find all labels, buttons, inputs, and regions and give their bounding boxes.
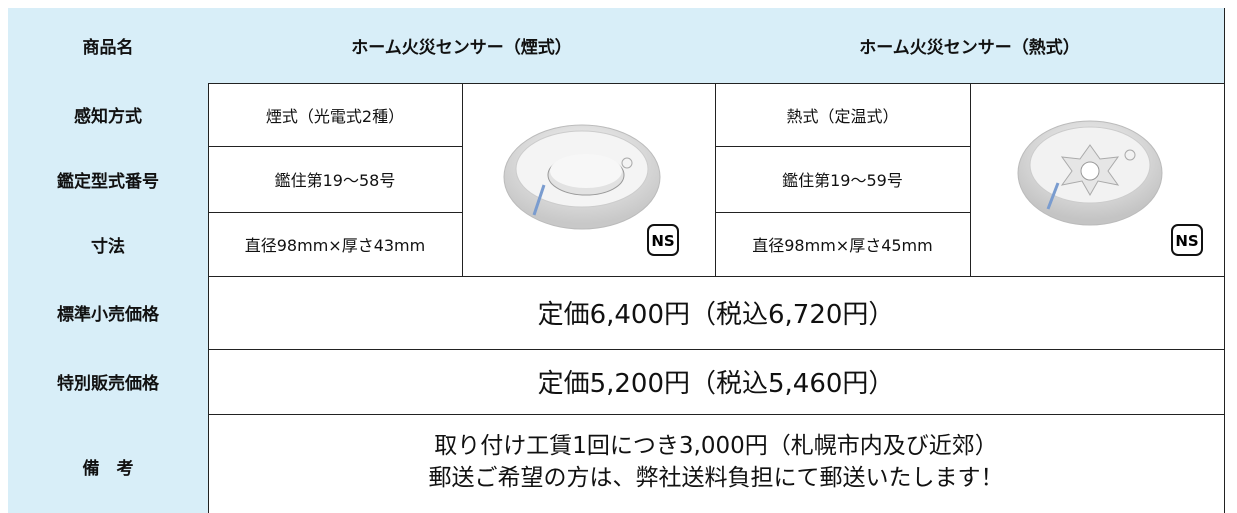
row-label: 寸法: [8, 212, 209, 277]
ns-badge: NS: [1171, 223, 1203, 256]
row-label: 感知方式: [8, 83, 209, 147]
spec-cell: 鑑住第19～59号: [715, 146, 971, 213]
spec-cell: 煙式（光電式2種）: [208, 83, 463, 147]
product-image-cell: NS: [462, 83, 716, 277]
header-cell: ホーム火災センサー（煙式）: [208, 8, 716, 84]
header-cell: ホーム火災センサー（熱式）: [715, 8, 1225, 84]
header-cell: 商品名: [8, 8, 209, 84]
row-label: 標準小売価格: [8, 276, 209, 350]
spec-cell: 熱式（定温式）: [715, 83, 971, 147]
spec-cell: 直径98mm×厚さ45mm: [715, 212, 971, 277]
price-cell: 定価6,400円（税込6,720円）: [208, 276, 1225, 350]
spec-cell: 鑑住第19～58号: [208, 146, 463, 213]
badge-text: NS: [651, 232, 674, 250]
remarks-cell: 取り付け工賃1回につき3,000円（札幌市内及び近郊） 郵送ご希望の方は、弊社送…: [208, 414, 1225, 513]
price-cell: 定価5,200円（税込5,460円）: [208, 349, 1225, 415]
badge-text: NS: [1175, 232, 1198, 250]
product-image-cell: NS: [970, 83, 1225, 277]
ns-badge: NS: [646, 223, 679, 256]
row-label: 備 考: [8, 414, 209, 513]
remarks-line: 郵送ご希望の方は、弊社送料負担にて郵送いたします！: [428, 465, 1004, 491]
spec-cell: 直径98mm×厚さ43mm: [208, 212, 463, 277]
smoke-sensor-image: NS: [503, 124, 679, 256]
row-label: 鑑定型式番号: [8, 146, 209, 213]
heat-sensor-image: NS: [1017, 120, 1203, 256]
remarks-line: 取り付け工賃1回につき3,000円（札幌市内及び近郊）: [434, 433, 998, 459]
row-label: 特別販売価格: [8, 349, 209, 415]
